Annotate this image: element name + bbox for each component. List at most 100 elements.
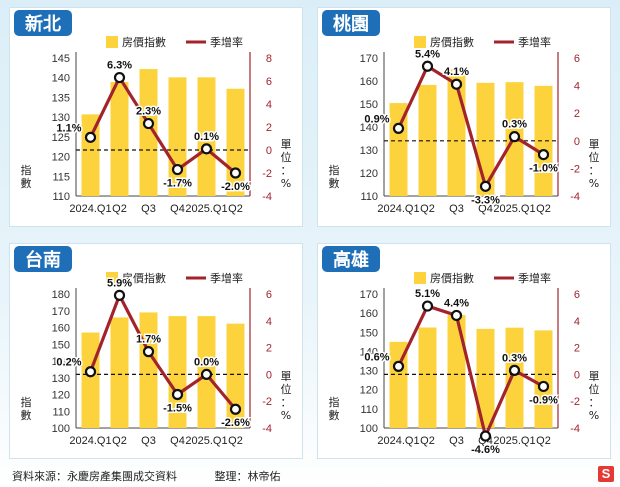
left-tick-label: 130 — [360, 366, 378, 378]
editor-note: 整理：林帝佑 — [214, 470, 281, 483]
left-tick-label: 120 — [360, 385, 378, 397]
right-tick-label: 0 — [266, 145, 272, 157]
growth-rate-point — [421, 300, 434, 312]
right-axis-title-char: 位 — [589, 150, 600, 164]
category-label: Q2 — [420, 203, 435, 215]
right-tick-label: -4 — [262, 191, 272, 203]
right-axis-title-char: % — [589, 177, 599, 190]
category-label: 2025.Q1 — [185, 203, 227, 215]
growth-rate-label: 1.7% — [136, 334, 161, 346]
right-tick-label: -4 — [262, 423, 272, 435]
bar — [81, 332, 100, 428]
right-tick-label: -2 — [262, 396, 272, 408]
bar — [534, 330, 553, 428]
right-tick-label: 6 — [574, 289, 580, 301]
left-axis-title-char: 指 — [329, 395, 340, 409]
left-tick-label: 110 — [360, 404, 378, 416]
right-axis-title-char: 位 — [589, 382, 600, 396]
right-tick-label: 6 — [574, 53, 580, 65]
growth-rate-label: 4.1% — [444, 66, 469, 78]
left-axis-title-char: 數 — [329, 409, 340, 422]
chart-panel-1: 新北 房價指數 季增率 110 115 120 125 130 135 140 145 -4 -2 0 2 4… — [10, 8, 302, 226]
left-axis-title-char: 數 — [329, 177, 340, 190]
growth-rate-point — [84, 366, 97, 378]
source-note: 資料來源：永慶房產集團成交資料 — [12, 470, 177, 483]
category-label: Q3 — [141, 203, 156, 215]
growth-rate-label: 0.3% — [502, 119, 527, 131]
right-tick-label: 2 — [266, 122, 272, 134]
right-axis-title-char: 單 — [281, 370, 292, 383]
growth-rate-label: -2.6% — [221, 417, 250, 429]
category-label: Q2 — [420, 435, 435, 447]
growth-rate-point — [421, 60, 434, 72]
growth-rate-label: 0.9% — [364, 113, 389, 125]
legend-bar-label: 房價指數 — [430, 271, 474, 285]
category-label: 2024.Q1 — [377, 435, 419, 447]
growth-rate-label: -1.7% — [163, 178, 192, 190]
bar — [139, 312, 158, 428]
growth-rate-point — [508, 131, 521, 143]
growth-rate-line — [397, 64, 545, 188]
category-label: Q4 — [170, 203, 185, 215]
left-tick-label: 135 — [52, 92, 70, 104]
bar — [110, 82, 129, 196]
title-tab — [322, 246, 380, 272]
growth-rate-point — [537, 149, 550, 161]
category-label: Q2 — [112, 435, 127, 447]
left-tick-label: 160 — [360, 76, 378, 88]
left-tick-label: 110 — [52, 191, 70, 203]
right-tick-label: -2 — [570, 396, 580, 408]
growth-rate-point — [392, 360, 405, 372]
growth-rate-label: 1.1% — [56, 122, 81, 134]
chart-title: 新北 — [25, 13, 61, 35]
right-tick-label: 4 — [574, 81, 580, 93]
legend-line-label: 季增率 — [210, 35, 243, 49]
legend-line-label: 季增率 — [518, 35, 551, 49]
left-tick-label: 140 — [360, 122, 378, 134]
left-tick-label: 170 — [360, 289, 378, 301]
left-axis-title-char: 指 — [21, 395, 32, 409]
growth-rate-point — [229, 403, 242, 415]
left-axis-title-char: 數 — [21, 409, 32, 422]
right-tick-label: 2 — [266, 343, 272, 355]
category-label: Q4 — [170, 435, 185, 447]
growth-rate-point — [113, 71, 126, 84]
bar — [476, 328, 495, 428]
right-tick-label: 0 — [574, 136, 580, 148]
growth-rate-label: 4.4% — [444, 297, 469, 309]
growth-rate-label: -4.6% — [471, 444, 500, 456]
growth-rate-point — [450, 78, 463, 90]
growth-rate-label: 6.3% — [107, 60, 132, 72]
category-label: 2024.Q1 — [377, 203, 419, 215]
category-label: 2024.Q1 — [69, 435, 111, 447]
right-tick-label: 4 — [266, 99, 272, 111]
growth-rate-point — [171, 163, 184, 176]
legend-bar-swatch — [414, 272, 426, 284]
category-label: Q3 — [141, 435, 156, 447]
growth-rate-label: 0.3% — [502, 352, 527, 364]
right-axis-title-char: % — [281, 409, 291, 422]
growth-rate-label: 0.6% — [364, 351, 389, 363]
left-tick-label: 100 — [52, 423, 70, 435]
left-tick-label: 160 — [52, 323, 70, 335]
right-tick-label: 8 — [266, 53, 272, 65]
right-tick-label: -4 — [570, 191, 580, 203]
left-tick-label: 130 — [360, 145, 378, 157]
growth-rate-label: 5.1% — [415, 288, 440, 300]
category-label: Q4 — [478, 203, 493, 215]
right-axis-title-char: ： — [281, 164, 292, 177]
title-tab — [14, 10, 72, 36]
growth-rate-point — [200, 143, 213, 155]
bar — [226, 88, 245, 196]
left-tick-label: 120 — [360, 168, 378, 180]
category-label: Q3 — [449, 435, 464, 447]
left-tick-label: 115 — [52, 171, 70, 183]
left-axis-title-char: 數 — [21, 177, 32, 190]
right-axis-title-char: % — [281, 177, 291, 190]
category-label: Q2 — [536, 435, 551, 447]
growth-rate-label: 5.4% — [415, 48, 440, 60]
left-axis-title-char: 指 — [329, 163, 340, 177]
